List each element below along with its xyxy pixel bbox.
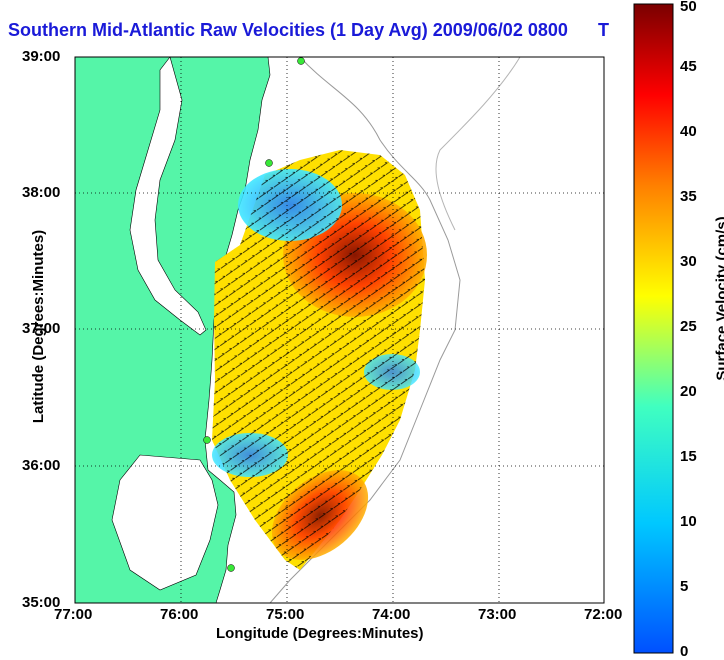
- bathymetry-contour: [269, 56, 461, 604]
- colorbar: [633, 3, 674, 654]
- x-tick-label: 72:00: [584, 606, 623, 623]
- land-mass: [74, 56, 271, 604]
- map-grid: [75, 57, 604, 603]
- radar-site-marker: [297, 57, 305, 65]
- x-tick-label: 77:00: [54, 606, 93, 623]
- x-tick-label: 73:00: [478, 606, 517, 623]
- colorbar-tick-label: 25: [680, 318, 697, 335]
- colorbar-tick-label: 50: [680, 0, 697, 15]
- bathymetry-contour-outer: [435, 56, 521, 231]
- colorbar-tick-label: 15: [680, 448, 697, 465]
- chesapeake-bay: [129, 56, 207, 336]
- radar-site-marker: [227, 564, 235, 572]
- velocity-field: [212, 150, 427, 570]
- radar-site-marker: [265, 159, 273, 167]
- colorbar-tick-label: 0: [680, 643, 689, 660]
- velocity-arrows: [212, 150, 425, 570]
- y-axis-label: Latitude (Degrees:Minutes): [30, 229, 48, 424]
- colorbar-tick-label: 20: [680, 383, 697, 400]
- map-title: Southern Mid-Atlantic Raw Velocities (1 …: [8, 20, 568, 40]
- pamlico-sound: [111, 454, 219, 591]
- map-title-tail: T: [598, 20, 609, 40]
- x-tick-label: 76:00: [160, 606, 199, 623]
- y-tick-label: 36:00: [22, 457, 61, 474]
- y-tick-label: 39:00: [22, 48, 61, 65]
- radar-site-marker: [203, 436, 211, 444]
- colorbar-tick-label: 30: [680, 253, 697, 270]
- y-tick-label: 37:00: [22, 320, 61, 337]
- colorbar-tick-label: 40: [680, 123, 697, 140]
- x-tick-label: 75:00: [266, 606, 305, 623]
- y-tick-label: 38:00: [22, 184, 61, 201]
- colorbar-tick-label: 10: [680, 513, 697, 530]
- x-tick-label: 74:00: [372, 606, 411, 623]
- x-axis-label: Longitude (Degrees:Minutes): [216, 625, 424, 642]
- colorbar-label: Surface Velocity (cm/s): [713, 216, 724, 381]
- colorbar-tick-label: 35: [680, 188, 697, 205]
- y-tick-label: 35:00: [22, 594, 61, 611]
- colorbar-tick-label: 5: [680, 578, 689, 595]
- colorbar-tick-label: 45: [680, 58, 697, 75]
